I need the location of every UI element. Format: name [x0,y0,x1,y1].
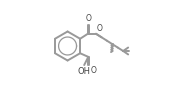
Text: O: O [85,14,91,23]
Text: OH: OH [77,67,90,76]
Text: O: O [90,66,96,75]
Text: O: O [96,24,102,33]
